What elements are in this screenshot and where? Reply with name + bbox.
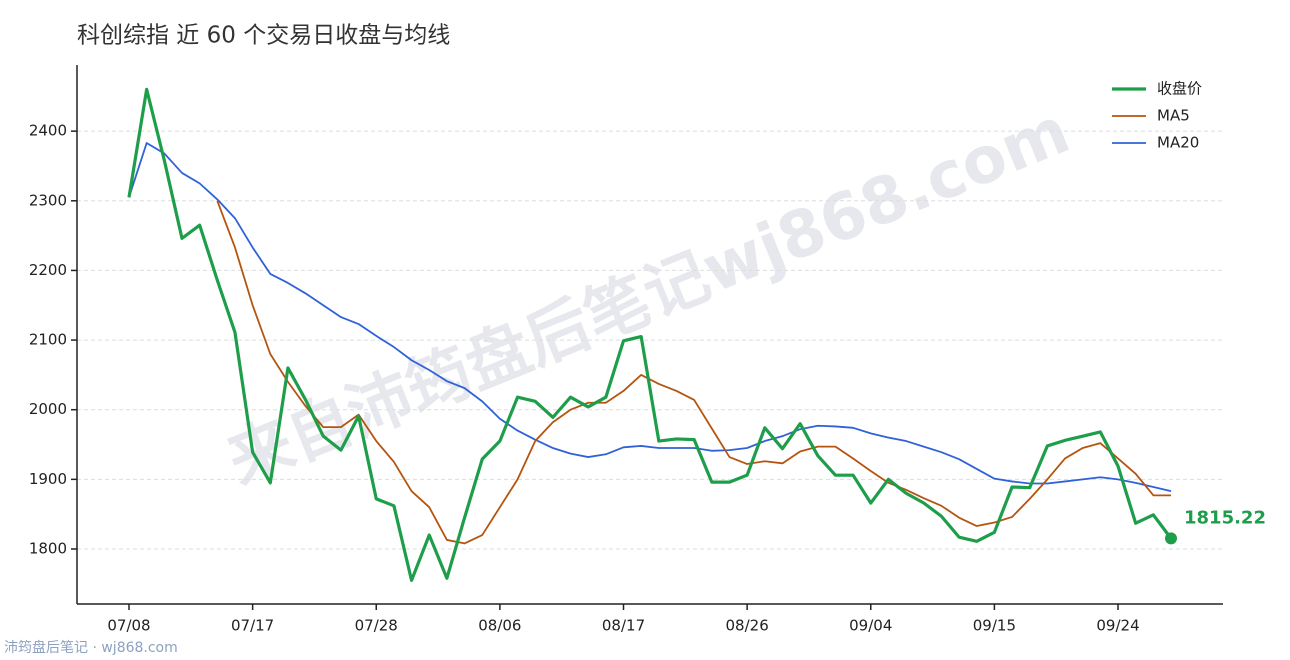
chart-title: 科创综指 近 60 个交易日收盘与均线: [77, 23, 450, 49]
legend-label: MA20: [1157, 134, 1199, 152]
x-tick-label: 09/04: [849, 617, 892, 635]
x-tick-label: 07/28: [355, 617, 398, 635]
x-tick-label: 07/17: [231, 617, 274, 635]
y-tick-label: 2200: [29, 261, 67, 279]
y-tick-label: 2400: [29, 122, 67, 140]
x-tick-label: 08/26: [726, 617, 769, 635]
y-tick-label: 1900: [29, 470, 67, 488]
last-point: [1165, 532, 1177, 545]
y-tick-label: 1800: [29, 539, 67, 557]
y-tick-label: 2000: [29, 400, 67, 418]
x-tick-label: 09/15: [973, 617, 1016, 635]
y-tick-label: 2300: [29, 191, 67, 209]
data-label: 1815.22: [1184, 507, 1266, 528]
series-line: [128, 142, 1172, 493]
legend-label: 收盘价: [1157, 80, 1202, 98]
x-tick-label: 07/08: [107, 617, 150, 635]
legend-label: MA5: [1157, 107, 1190, 125]
x-tick-label: 08/06: [478, 617, 521, 635]
x-tick-label: 09/24: [1096, 617, 1139, 635]
y-tick-label: 2100: [29, 331, 67, 349]
series-line: [216, 200, 1171, 545]
x-tick-label: 08/17: [602, 617, 645, 635]
series-line: [127, 87, 1173, 582]
footer: 沛筠盘后笔记 · wj868.com: [4, 639, 178, 656]
